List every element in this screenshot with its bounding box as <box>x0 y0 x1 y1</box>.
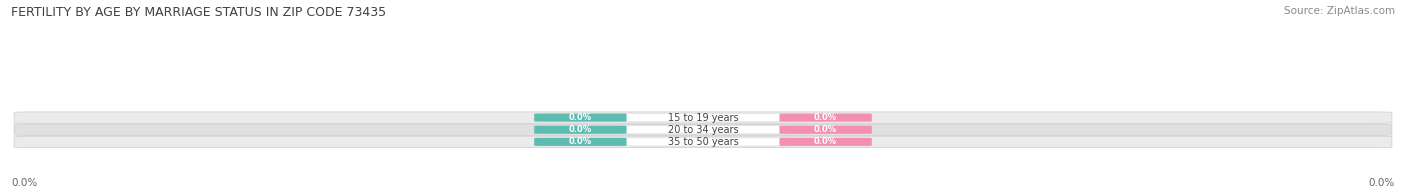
Text: 20 to 34 years: 20 to 34 years <box>668 125 738 135</box>
Text: 0.0%: 0.0% <box>814 113 837 122</box>
Text: 15 to 19 years: 15 to 19 years <box>668 113 738 123</box>
FancyBboxPatch shape <box>616 138 790 146</box>
FancyBboxPatch shape <box>14 124 1392 135</box>
FancyBboxPatch shape <box>14 112 1392 123</box>
Text: 0.0%: 0.0% <box>11 178 38 188</box>
Text: 0.0%: 0.0% <box>814 125 837 134</box>
FancyBboxPatch shape <box>616 126 790 134</box>
Text: 0.0%: 0.0% <box>569 137 592 146</box>
Text: 35 to 50 years: 35 to 50 years <box>668 137 738 147</box>
Text: Source: ZipAtlas.com: Source: ZipAtlas.com <box>1284 6 1395 16</box>
FancyBboxPatch shape <box>779 126 872 134</box>
Text: 0.0%: 0.0% <box>569 113 592 122</box>
Text: 0.0%: 0.0% <box>1368 178 1395 188</box>
Text: 0.0%: 0.0% <box>814 137 837 146</box>
FancyBboxPatch shape <box>534 113 627 122</box>
FancyBboxPatch shape <box>534 126 627 134</box>
Text: 0.0%: 0.0% <box>569 125 592 134</box>
FancyBboxPatch shape <box>779 138 872 146</box>
FancyBboxPatch shape <box>534 138 627 146</box>
FancyBboxPatch shape <box>14 136 1392 148</box>
Text: FERTILITY BY AGE BY MARRIAGE STATUS IN ZIP CODE 73435: FERTILITY BY AGE BY MARRIAGE STATUS IN Z… <box>11 6 387 19</box>
FancyBboxPatch shape <box>616 113 790 122</box>
FancyBboxPatch shape <box>779 113 872 122</box>
